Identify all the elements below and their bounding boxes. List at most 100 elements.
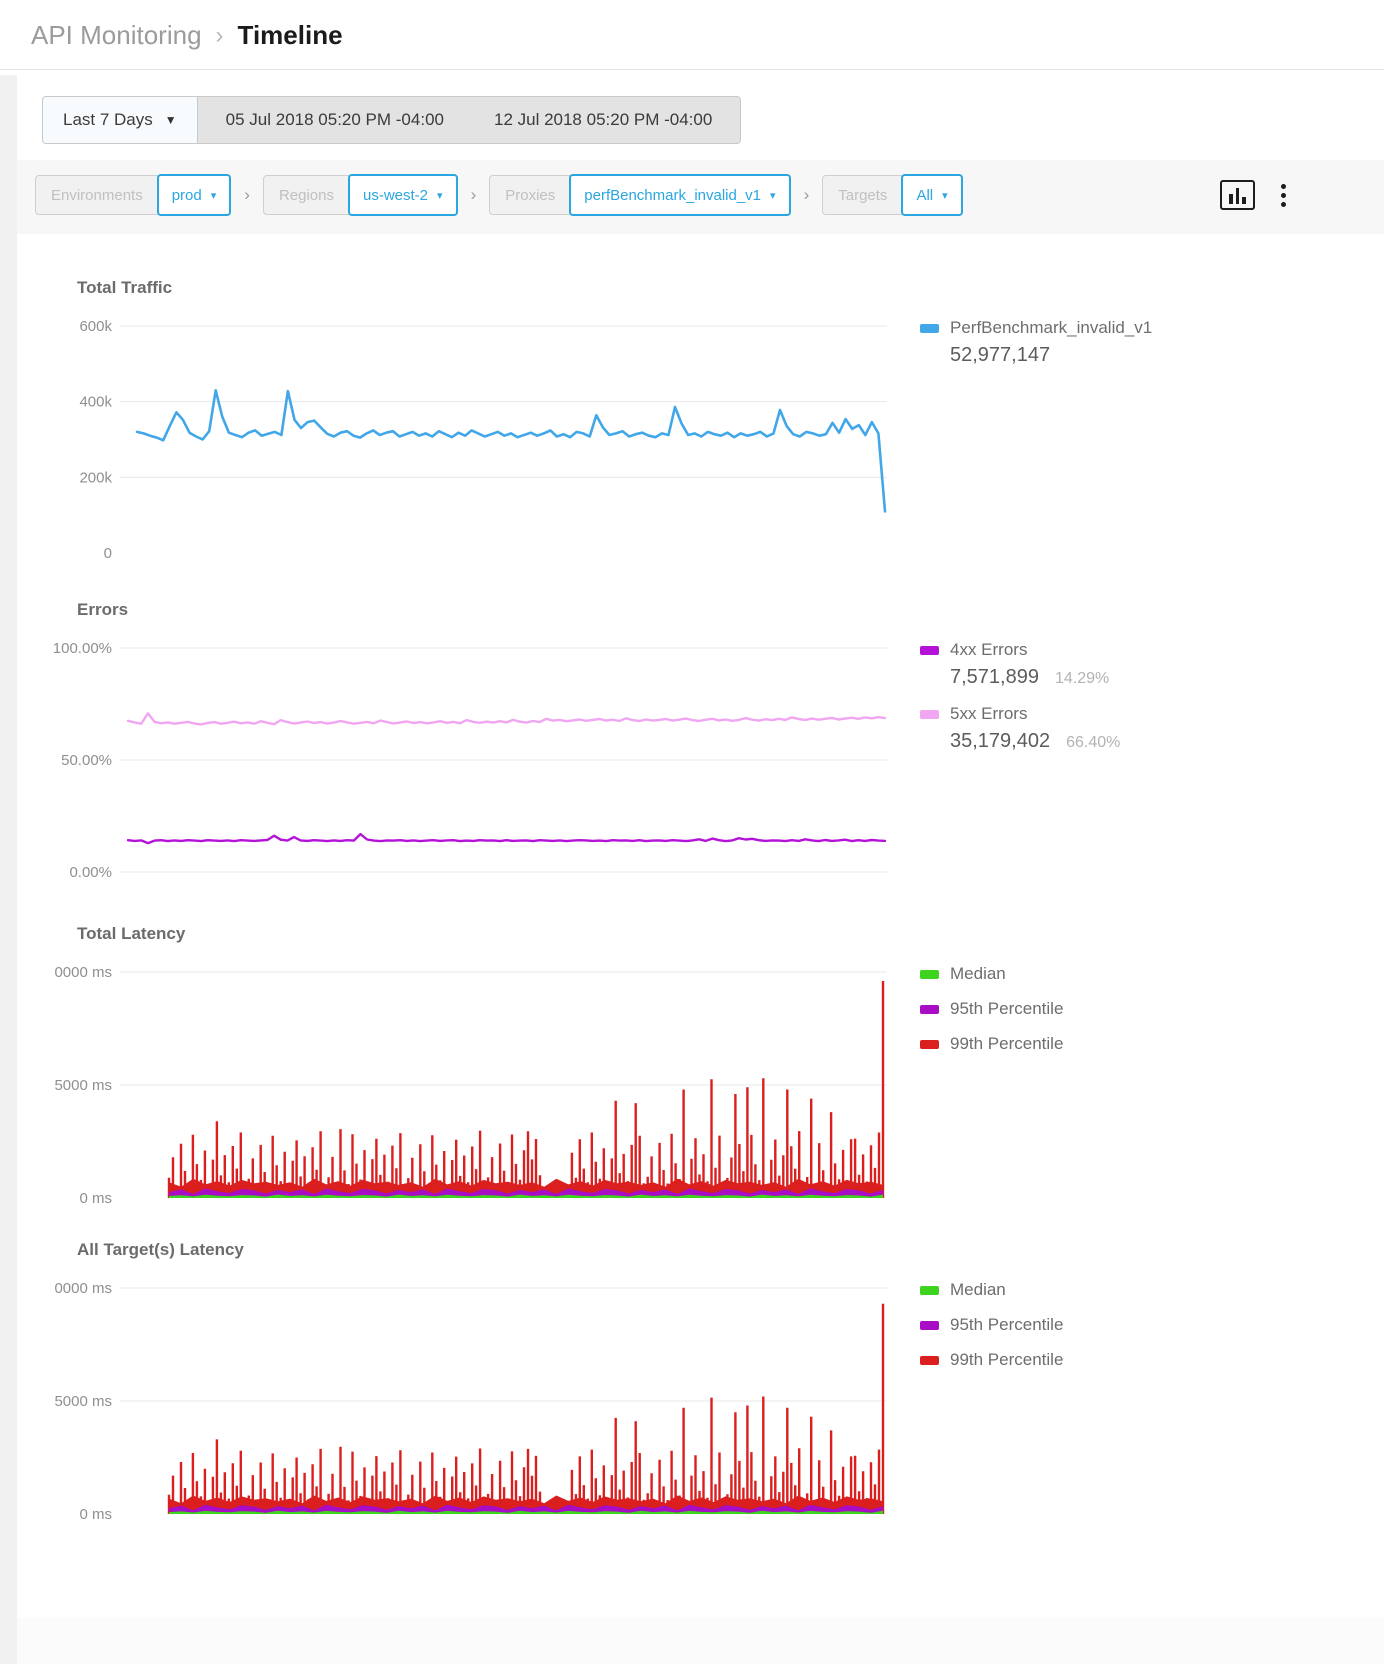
svg-text:600k: 600k bbox=[79, 318, 112, 335]
left-gutter bbox=[0, 75, 17, 1664]
svg-text:50.00%: 50.00% bbox=[61, 752, 112, 769]
filter-environments-value: prod bbox=[171, 186, 202, 204]
breadcrumb-parent[interactable]: API Monitoring bbox=[31, 20, 202, 50]
chart-panel: Total Traffic 600k 400k 200k 0 PerfBenchmar… bbox=[17, 234, 1384, 1618]
target-latency-block: All Target(s) Latency 10000 ms 5000 ms 0 m… bbox=[54, 1240, 1364, 1528]
kebab-dot bbox=[1281, 201, 1286, 207]
page-title: Timeline bbox=[237, 20, 343, 50]
legend-item-median[interactable]: Median bbox=[920, 964, 1360, 984]
legend-label: 99th Percentile bbox=[950, 1034, 1064, 1053]
daterange-preset-label: Last 7 Days bbox=[63, 110, 153, 129]
svg-text:5000 ms: 5000 ms bbox=[54, 1077, 112, 1094]
legend-swatch-icon bbox=[920, 1320, 939, 1330]
kebab-menu-icon[interactable] bbox=[1277, 180, 1290, 211]
target-latency-chart[interactable]: 10000 ms 5000 ms 0 ms bbox=[54, 1276, 892, 1528]
legend-value-percent: 14.29% bbox=[1054, 670, 1110, 687]
legend-item-95th-percentile[interactable]: 95th Percentile bbox=[920, 999, 1360, 1019]
legend-swatch-icon bbox=[920, 1355, 939, 1365]
legend-swatch-icon bbox=[920, 323, 939, 333]
filter-separator-icon: › bbox=[470, 185, 477, 204]
chevron-down-icon: ▾ bbox=[770, 189, 776, 202]
kebab-dot bbox=[1281, 183, 1286, 189]
bar-chart-icon-bar bbox=[1229, 194, 1233, 204]
legend-swatch-icon bbox=[920, 709, 939, 719]
total-traffic-block: Total Traffic 600k 400k 200k 0 PerfBenchmar… bbox=[54, 278, 1364, 566]
legend-label: Median bbox=[950, 1280, 1006, 1299]
daterange-end: 12 Jul 2018 05:20 PM -04:00 bbox=[493, 110, 713, 129]
legend-item-4xx-errors[interactable]: 4xx Errors 7,571,899 14.29% bbox=[920, 640, 1360, 689]
breadcrumb: API Monitoring › Timeline bbox=[31, 20, 1384, 51]
total-traffic-chart[interactable]: 600k 400k 200k 0 bbox=[54, 314, 892, 566]
filter-environments-dropdown[interactable]: prod ▾ bbox=[156, 174, 232, 216]
total-latency-block: Total Latency 10000 ms 5000 ms 0 ms Median… bbox=[54, 924, 1364, 1212]
chevron-down-icon: ▾ bbox=[942, 189, 948, 202]
svg-text:0 ms: 0 ms bbox=[79, 1190, 112, 1207]
daterange-group: Last 7 Days ▼ 05 Jul 2018 05:20 PM -04:0… bbox=[42, 96, 742, 144]
filter-targets: Targets All ▾ bbox=[822, 174, 963, 216]
legend-value: 52,977,147 bbox=[950, 344, 1360, 367]
legend-swatch-icon bbox=[920, 1039, 939, 1049]
chart-title-total-traffic: Total Traffic bbox=[77, 278, 173, 297]
app-header: API Monitoring › Timeline bbox=[0, 0, 1384, 70]
filter-targets-value: All bbox=[916, 186, 934, 204]
legend-value: 35,179,402 66.40% bbox=[950, 730, 1360, 753]
filter-proxies: Proxies perfBenchmark_invalid_v1 ▾ bbox=[489, 174, 791, 216]
legend-head: 95th Percentile bbox=[920, 1315, 1360, 1335]
legend-value-number: 35,179,402 bbox=[950, 730, 1051, 752]
filter-actions bbox=[1220, 180, 1290, 211]
svg-text:200k: 200k bbox=[79, 469, 112, 486]
legend-value-number: 52,977,147 bbox=[950, 344, 1051, 366]
legend-head: 4xx Errors bbox=[920, 640, 1360, 660]
chevron-down-icon: ▾ bbox=[437, 189, 443, 202]
chart-title-total-latency: Total Latency bbox=[77, 924, 186, 943]
filter-environments: Environments prod ▾ bbox=[35, 174, 232, 216]
filter-bar: Environments prod ▾ › Regions us-west-2 … bbox=[0, 160, 1384, 234]
legend-label: 95th Percentile bbox=[950, 1315, 1064, 1334]
daterange-preset-button[interactable]: Last 7 Days ▼ bbox=[43, 97, 198, 143]
filter-proxies-dropdown[interactable]: perfBenchmark_invalid_v1 ▾ bbox=[569, 174, 791, 216]
filter-targets-dropdown[interactable]: All ▾ bbox=[901, 174, 963, 216]
bar-chart-icon-bar bbox=[1242, 197, 1246, 204]
legend-head: PerfBenchmark_invalid_v1 bbox=[920, 318, 1360, 338]
filter-separator-icon: › bbox=[803, 185, 810, 204]
legend-item-95th-percentile[interactable]: 95th Percentile bbox=[920, 1315, 1360, 1335]
legend-swatch-icon bbox=[920, 645, 939, 655]
svg-text:0 ms: 0 ms bbox=[79, 1506, 112, 1523]
kebab-dot bbox=[1281, 192, 1286, 198]
filter-proxies-label: Proxies bbox=[505, 186, 556, 204]
legend-item-99th-percentile[interactable]: 99th Percentile bbox=[920, 1350, 1360, 1370]
filter-regions-dropdown[interactable]: us-west-2 ▾ bbox=[348, 174, 458, 216]
svg-text:5000 ms: 5000 ms bbox=[54, 1393, 112, 1410]
legend-swatch-icon bbox=[920, 969, 939, 979]
legend-item-5xx-errors[interactable]: 5xx Errors 35,179,402 66.40% bbox=[920, 704, 1360, 753]
legend-head: 99th Percentile bbox=[920, 1034, 1360, 1054]
chart-title-errors: Errors bbox=[77, 600, 129, 619]
filter-regions: Regions us-west-2 ▾ bbox=[262, 174, 458, 216]
filter-proxies-value: perfBenchmark_invalid_v1 bbox=[584, 186, 762, 204]
legend-item-median[interactable]: Median bbox=[920, 1280, 1360, 1300]
svg-text:10000 ms: 10000 ms bbox=[54, 964, 112, 981]
filter-targets-label: Targets bbox=[838, 186, 888, 204]
chart-title-target-latency: All Target(s) Latency bbox=[77, 1240, 244, 1259]
daterange-display[interactable]: 05 Jul 2018 05:20 PM -04:00 12 Jul 2018 … bbox=[197, 97, 741, 143]
legend-item-perfbenchmark-invalid-v1[interactable]: PerfBenchmark_invalid_v1 52,977,147 bbox=[920, 318, 1360, 367]
legend-head: Median bbox=[920, 964, 1360, 984]
errors-chart[interactable]: 100.00% 50.00% 0.00% bbox=[54, 636, 892, 880]
svg-text:400k: 400k bbox=[79, 394, 112, 411]
breadcrumb-separator-icon: › bbox=[215, 21, 224, 49]
total-latency-chart[interactable]: 10000 ms 5000 ms 0 ms bbox=[54, 960, 892, 1212]
legend-head: 99th Percentile bbox=[920, 1350, 1360, 1370]
bar-chart-icon[interactable] bbox=[1220, 180, 1255, 210]
svg-text:100.00%: 100.00% bbox=[54, 640, 112, 657]
legend-item-99th-percentile[interactable]: 99th Percentile bbox=[920, 1034, 1360, 1054]
legend-value-number: 7,571,899 bbox=[950, 666, 1039, 688]
errors-block: Errors 100.00% 50.00% 0.00% 4xx Errors 7,57… bbox=[54, 600, 1364, 880]
daterange-start: 05 Jul 2018 05:20 PM -04:00 bbox=[225, 110, 444, 129]
legend-swatch-icon bbox=[920, 1285, 939, 1295]
filter-separator-icon: › bbox=[244, 185, 250, 204]
legend-value-percent: 66.40% bbox=[1066, 734, 1121, 751]
svg-text:10000 ms: 10000 ms bbox=[54, 1280, 112, 1297]
chevron-down-icon: ▼ bbox=[164, 113, 177, 127]
legend-head: 5xx Errors bbox=[920, 704, 1360, 724]
legend-label: 5xx Errors bbox=[950, 704, 1028, 723]
